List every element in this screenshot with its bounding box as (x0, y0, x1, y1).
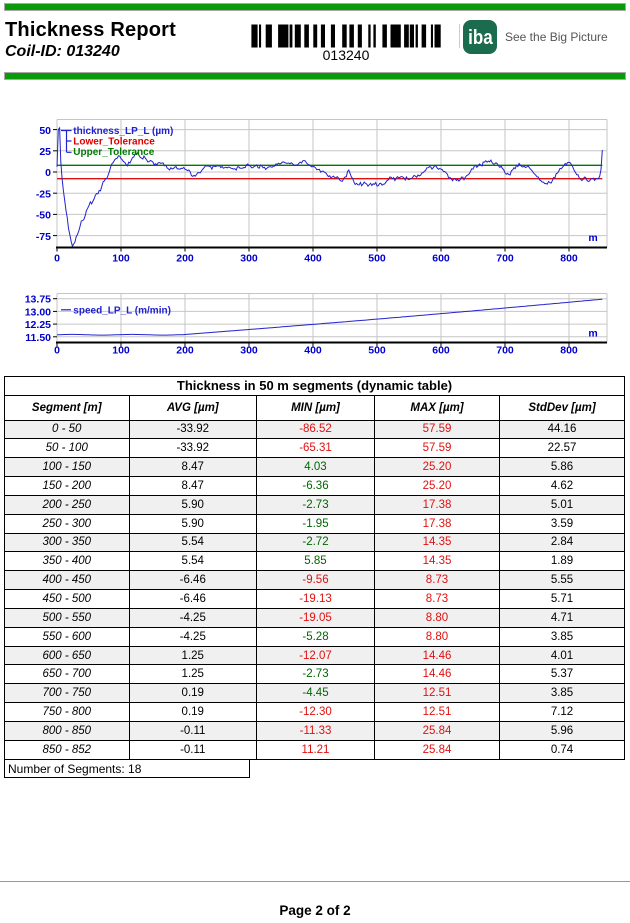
svg-text:m: m (588, 328, 597, 340)
svg-text:800: 800 (560, 253, 578, 265)
svg-text:700: 700 (496, 253, 514, 265)
svg-text:700: 700 (496, 345, 514, 357)
svg-text:600: 600 (432, 253, 450, 265)
svg-text:100: 100 (112, 345, 130, 357)
svg-text:100: 100 (112, 253, 130, 265)
svg-text:-75: -75 (36, 231, 51, 243)
svg-text:50: 50 (39, 125, 51, 137)
svg-text:800: 800 (560, 345, 578, 357)
svg-text:Lower_Tolerance: Lower_Tolerance (73, 137, 155, 148)
svg-text:11.50: 11.50 (25, 332, 51, 344)
svg-text:25: 25 (39, 146, 51, 158)
svg-text:13.00: 13.00 (25, 306, 51, 318)
svg-text:400: 400 (304, 345, 322, 357)
svg-text:m: m (588, 232, 597, 244)
svg-text:600: 600 (432, 345, 450, 357)
svg-text:0: 0 (45, 167, 51, 179)
svg-text:500: 500 (368, 345, 386, 357)
svg-text:500: 500 (368, 253, 386, 265)
svg-text:0: 0 (54, 253, 60, 265)
svg-text:thickness_LP_L (µm): thickness_LP_L (µm) (73, 126, 173, 137)
svg-text:13.75: 13.75 (25, 294, 51, 306)
svg-text:-25: -25 (36, 188, 51, 200)
svg-text:300: 300 (240, 345, 258, 357)
svg-text:300: 300 (240, 253, 258, 265)
svg-text:200: 200 (176, 345, 194, 357)
svg-text:Upper_Tolerance: Upper_Tolerance (73, 147, 154, 158)
svg-text:12.25: 12.25 (25, 319, 51, 331)
svg-text:speed_LP_L (m/min): speed_LP_L (m/min) (73, 305, 171, 316)
svg-text:200: 200 (176, 253, 194, 265)
svg-text:-50: -50 (36, 210, 51, 222)
svg-text:400: 400 (304, 253, 322, 265)
svg-text:0: 0 (54, 345, 60, 357)
